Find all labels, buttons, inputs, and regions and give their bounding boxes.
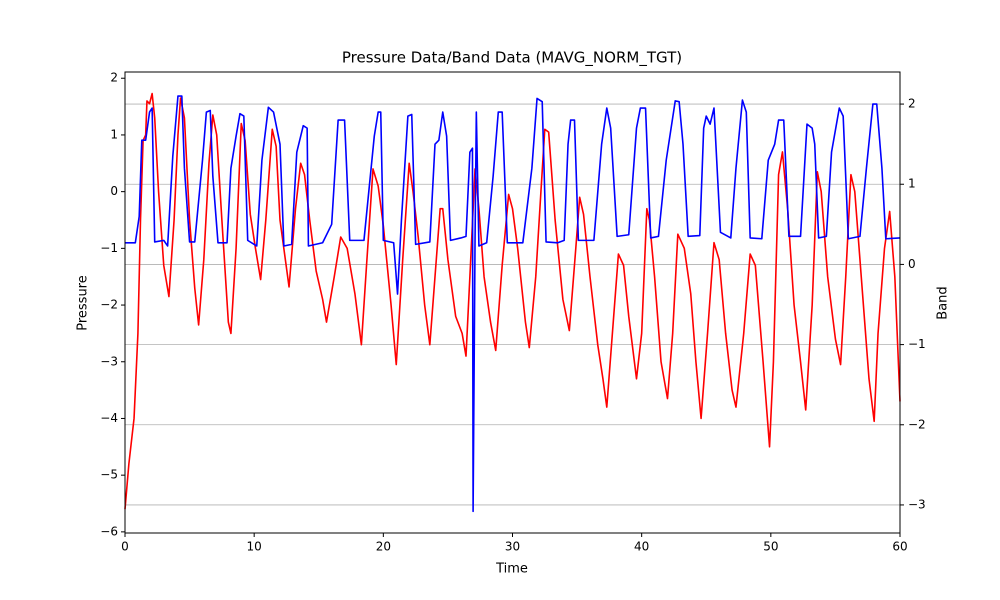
x-tick-label: 40: [634, 540, 649, 554]
x-axis-label: Time: [495, 562, 528, 577]
y2-axis-label: Band: [936, 286, 951, 319]
y-tick-label: −5: [100, 468, 118, 482]
y2-tick-label: −3: [908, 497, 926, 511]
x-tick-label: 10: [247, 540, 262, 554]
y-tick-label: −4: [100, 411, 118, 425]
chart-title: Pressure Data/Band Data (MAVG_NORM_TGT): [342, 49, 682, 68]
y-tick-label: 2: [110, 71, 118, 85]
data-line: [125, 95, 901, 513]
y2-tick-label: −1: [908, 337, 926, 351]
y-tick-label: −6: [100, 524, 118, 538]
x-tick-label: 30: [505, 540, 520, 554]
y2-tick-label: 1: [908, 177, 916, 191]
y2-tick-label: 0: [908, 257, 916, 271]
x-tick-label: 0: [121, 540, 129, 554]
y2-tick-label: −2: [908, 417, 926, 431]
data-line: [124, 92, 901, 510]
plot-frame: [124, 71, 901, 534]
y2-tick-label: 2: [908, 97, 916, 111]
x-tick-label: 20: [376, 540, 391, 554]
y-tick-label: −1: [100, 241, 118, 255]
x-tick-label: 50: [763, 540, 778, 554]
y-tick-label: 0: [110, 184, 118, 198]
y-tick-label: −2: [100, 298, 118, 312]
x-tick-label: 60: [892, 540, 907, 554]
y-axis-label: Pressure: [76, 275, 91, 331]
y-tick-label: 1: [110, 127, 118, 141]
y-tick-label: −3: [100, 354, 118, 368]
